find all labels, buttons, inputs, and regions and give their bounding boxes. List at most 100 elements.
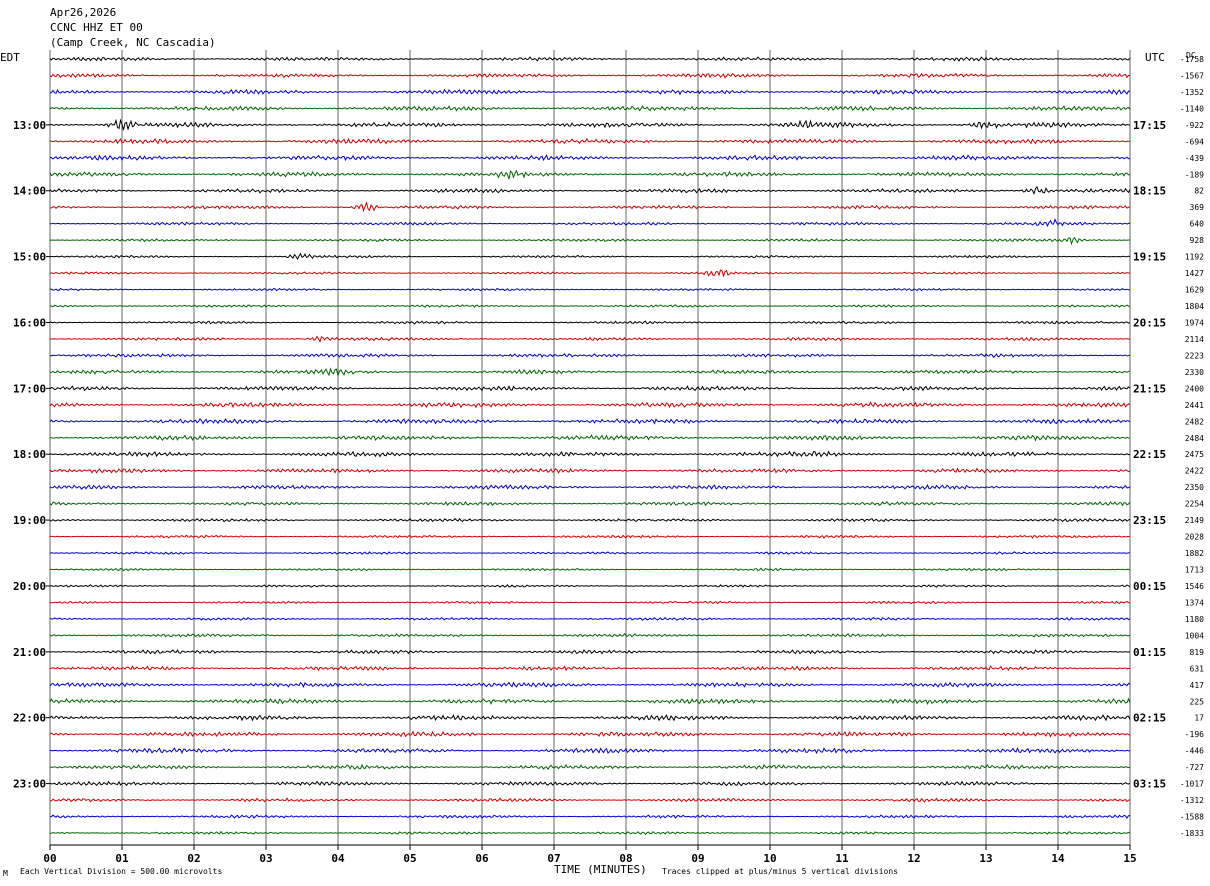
left-hour-label: 14:00 xyxy=(13,185,46,198)
dc-offset-label: -727 xyxy=(1185,763,1204,772)
right-hour-label: 21:15 xyxy=(1133,382,1166,395)
dc-offset-label: -1017 xyxy=(1180,780,1204,789)
x-tick-label: 01 xyxy=(115,852,129,865)
trace-9 xyxy=(50,203,1130,211)
dc-offset-label: 1546 xyxy=(1185,582,1204,591)
grid-lines xyxy=(50,50,1130,845)
trace-17 xyxy=(50,337,1130,342)
x-tick-label: 03 xyxy=(259,852,272,865)
x-tick-label: 05 xyxy=(403,852,416,865)
trace-19 xyxy=(50,369,1130,376)
left-timezone-label: EDT xyxy=(0,51,20,64)
left-hour-label: 22:00 xyxy=(13,712,46,725)
dc-offset-label: 1713 xyxy=(1185,566,1204,575)
x-tick-label: 11 xyxy=(835,852,849,865)
x-tick-label: 14 xyxy=(1051,852,1065,865)
trace-45 xyxy=(50,798,1130,802)
right-hour-label: 00:15 xyxy=(1133,580,1166,593)
left-hour-label: 19:00 xyxy=(13,514,46,527)
trace-29 xyxy=(50,535,1130,538)
trace-8 xyxy=(50,187,1130,194)
trace-25 xyxy=(50,469,1130,473)
left-hour-label: 21:00 xyxy=(13,646,46,659)
left-hour-label: 13:00 xyxy=(13,119,46,132)
dc-offset-label: 2350 xyxy=(1185,483,1204,492)
dc-offset-label: -694 xyxy=(1185,137,1204,146)
trace-46 xyxy=(50,815,1130,818)
trace-21 xyxy=(50,403,1130,408)
dc-offset-label: 819 xyxy=(1190,648,1205,657)
dc-offset-label: 17 xyxy=(1194,714,1204,723)
right-hour-label: 02:15 xyxy=(1133,712,1166,725)
trace-7 xyxy=(50,171,1130,179)
left-hour-label: 18:00 xyxy=(13,448,46,461)
dc-offset-label: 2482 xyxy=(1185,417,1204,426)
trace-group xyxy=(50,57,1130,834)
dc-offset-label: 2422 xyxy=(1185,467,1204,476)
corner-mark: M xyxy=(3,869,8,878)
dc-offset-label: -1352 xyxy=(1180,88,1204,97)
left-hour-label: 17:00 xyxy=(13,382,46,395)
left-hour-label: 20:00 xyxy=(13,580,46,593)
x-tick-label: 06 xyxy=(475,852,489,865)
clip-note: Traces clipped at plus/minus 5 vertical … xyxy=(662,867,898,876)
dc-offset-label: -1588 xyxy=(1180,813,1204,822)
left-hour-label: 23:00 xyxy=(13,778,46,791)
dc-offset-label: 1180 xyxy=(1185,615,1204,624)
header-station: CCNC HHZ ET 00 xyxy=(50,21,143,34)
trace-3 xyxy=(50,106,1130,111)
right-hour-label: 22:15 xyxy=(1133,448,1166,461)
trace-24 xyxy=(50,452,1130,457)
trace-11 xyxy=(50,238,1130,244)
trace-12 xyxy=(50,254,1130,259)
trace-39 xyxy=(50,699,1130,704)
dc-offset-label: 2441 xyxy=(1185,401,1204,410)
dc-offset-label: 1192 xyxy=(1185,253,1204,262)
trace-32 xyxy=(50,585,1130,587)
header-location: (Camp Creek, NC Cascadia) xyxy=(50,36,216,49)
dc-offset-label: -1833 xyxy=(1180,829,1204,838)
dc-offset-label: 928 xyxy=(1190,236,1205,245)
trace-23 xyxy=(50,435,1130,440)
dc-offset-label: 631 xyxy=(1190,664,1205,673)
dc-offset-label: 640 xyxy=(1190,220,1205,229)
dc-offset-label: 1629 xyxy=(1185,286,1204,295)
trace-37 xyxy=(50,666,1130,670)
dc-offset-label: -196 xyxy=(1185,730,1204,739)
dc-offset-label: 2254 xyxy=(1185,500,1204,509)
dc-offset-label: 1974 xyxy=(1185,318,1204,327)
x-tick-label: 12 xyxy=(907,852,920,865)
dc-offset-label: 2484 xyxy=(1185,434,1204,443)
dc-offset-label: 1882 xyxy=(1185,549,1204,558)
right-hour-label: 03:15 xyxy=(1133,778,1166,791)
header-date: Apr26,2026 xyxy=(50,6,116,19)
scale-note: Each Vertical Division = 500.00 microvol… xyxy=(20,867,222,876)
trace-30 xyxy=(50,552,1130,554)
trace-15 xyxy=(50,305,1130,307)
dc-offset-label: 2223 xyxy=(1185,351,1204,360)
x-tick-label: 10 xyxy=(763,852,776,865)
dc-offset-label: -1312 xyxy=(1180,796,1204,805)
trace-35 xyxy=(50,634,1130,637)
dc-offset-label: -1140 xyxy=(1180,104,1204,113)
dc-offset-label: 2114 xyxy=(1185,335,1204,344)
trace-6 xyxy=(50,155,1130,160)
dc-offset-label: 2400 xyxy=(1185,384,1204,393)
trace-31 xyxy=(50,568,1130,570)
dc-offset-label: 2475 xyxy=(1185,450,1204,459)
dc-offset-label: 1374 xyxy=(1185,598,1204,607)
dc-offset-label: 1004 xyxy=(1185,631,1204,640)
trace-20 xyxy=(50,386,1130,390)
dc-offset-label: -922 xyxy=(1185,121,1204,130)
trace-0 xyxy=(50,57,1130,61)
trace-42 xyxy=(50,748,1130,753)
right-hour-label: 18:15 xyxy=(1133,185,1166,198)
x-tick-group: 00 01 02 03 04 05 06 07 08 09 10 11 12 13 14 15 xyxy=(43,845,1136,865)
x-tick-label: 15 xyxy=(1123,852,1136,865)
x-tick-label: 04 xyxy=(331,852,345,865)
x-tick-label: 00 xyxy=(43,852,56,865)
trace-18 xyxy=(50,354,1130,358)
dc-offset-label: 417 xyxy=(1190,681,1205,690)
trace-27 xyxy=(50,502,1130,506)
